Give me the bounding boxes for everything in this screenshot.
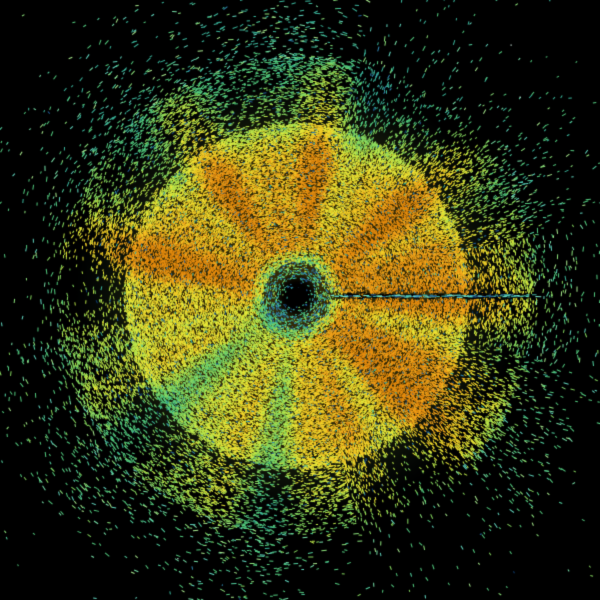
particle-field-viewport [0, 0, 600, 600]
particle-scatter-canvas [0, 0, 600, 600]
